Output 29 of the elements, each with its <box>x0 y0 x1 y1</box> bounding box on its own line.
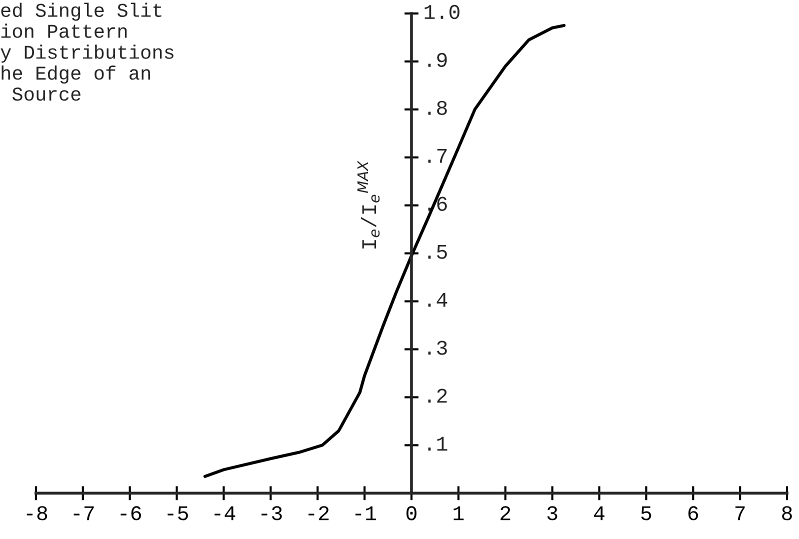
y-tick-label: .4 <box>428 292 448 307</box>
x-tick-label: 1 <box>454 506 464 520</box>
x-tick-label: 2 <box>500 506 510 520</box>
x-tick-label: -8 <box>26 506 48 520</box>
x-tick-label: -7 <box>74 506 94 520</box>
x-tick-label: 6 <box>688 506 698 520</box>
x-tick-label: 4 <box>594 506 604 520</box>
x-tick-label: 7 <box>735 506 745 520</box>
y-tick-label: .5 <box>428 244 447 259</box>
x-tick-label: 0 <box>406 506 416 520</box>
y-tick-label: .9 <box>428 52 447 68</box>
x-tick-label: -3 <box>262 506 282 520</box>
y-tick-label: .8 <box>428 100 447 116</box>
y-tick-label: .1 <box>428 436 448 451</box>
x-tick-label: -1 <box>355 506 376 520</box>
text: ed Single Slit ion Pattern y Distributions he Edge of an Source <box>0 2 174 101</box>
x-tick-label: 3 <box>547 506 558 520</box>
y-tick-label: .7 <box>428 149 447 163</box>
x-tick-label: -5 <box>168 506 188 520</box>
y-tick-label: 1.0 <box>424 4 460 20</box>
x-tick-label: -2 <box>308 506 329 520</box>
y-tick-label: .2 <box>428 388 447 403</box>
line-series <box>203 24 566 478</box>
y-axis-title: I$_{e}$/I$_{e}$$^{MAX}$ <box>357 160 380 249</box>
x-tick-label: 5 <box>641 506 652 520</box>
x-tick-label: -6 <box>120 506 141 520</box>
x-tick-label: -4 <box>214 506 236 520</box>
x-tick-label: 8 <box>782 506 792 520</box>
y-tick-label: .3 <box>428 340 447 355</box>
